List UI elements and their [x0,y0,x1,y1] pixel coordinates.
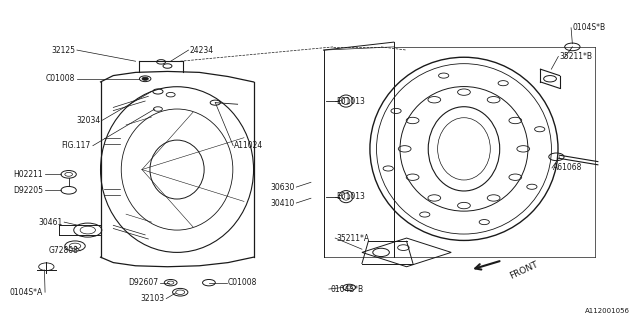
Text: 24234: 24234 [190,45,214,55]
Text: D92205: D92205 [13,186,43,195]
Text: A112001056: A112001056 [585,308,630,314]
Text: G72808: G72808 [49,246,78,255]
Text: A11024: A11024 [234,141,264,150]
Text: E01013: E01013 [337,192,365,201]
Text: 30630: 30630 [271,183,295,192]
Text: 32125: 32125 [51,45,75,55]
Text: FRONT: FRONT [509,260,540,280]
Text: 35211*B: 35211*B [559,52,593,61]
Circle shape [176,290,185,294]
Text: E01013: E01013 [337,97,365,106]
Text: A61068: A61068 [553,164,582,172]
Text: 0104S*B: 0104S*B [330,284,363,293]
Circle shape [142,77,148,80]
Text: 0104S*B: 0104S*B [572,23,605,32]
Text: H02211: H02211 [13,170,43,179]
Text: 0104S*A: 0104S*A [10,288,43,297]
Text: C01008: C01008 [228,278,257,287]
Text: D92607: D92607 [128,278,158,287]
Text: 32034: 32034 [76,116,100,125]
Text: FIG.117: FIG.117 [61,141,91,150]
Text: 32103: 32103 [140,294,164,303]
Text: 30461: 30461 [38,218,62,227]
Text: C01008: C01008 [45,74,75,83]
Text: 35211*A: 35211*A [337,234,369,243]
Text: 30410: 30410 [271,198,295,207]
